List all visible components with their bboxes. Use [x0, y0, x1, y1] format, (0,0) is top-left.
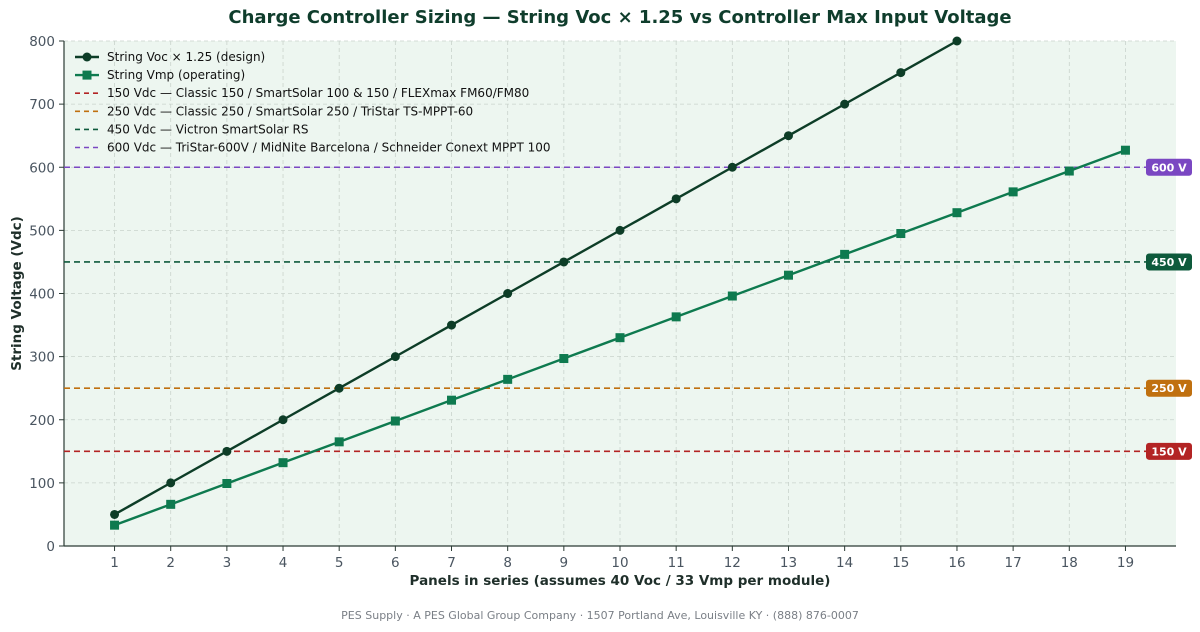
y-axis-label: String Voltage (Vdc) — [9, 216, 25, 371]
threshold-badge-label: 150 V — [1151, 445, 1187, 458]
data-point — [447, 320, 457, 330]
x-tick-label: 18 — [1061, 555, 1078, 571]
x-tick-label: 5 — [335, 555, 344, 571]
data-point — [390, 416, 400, 426]
legend-entry: 250 Vdc — Classic 250 / SmartSolar 250 /… — [107, 104, 473, 118]
y-tick-label: 200 — [29, 413, 55, 429]
x-tick-label: 8 — [503, 555, 512, 571]
legend-entry: 600 Vdc — TriStar-600V / MidNite Barcelo… — [107, 141, 551, 155]
threshold-badges: 150 V 250 V 450 V 600 V — [1146, 158, 1192, 460]
data-point — [840, 99, 850, 109]
data-point — [896, 229, 906, 239]
x-tick-label: 6 — [391, 555, 400, 571]
x-tick-label: 3 — [223, 555, 232, 571]
threshold-badge-label: 450 V — [1151, 256, 1187, 269]
data-point — [671, 312, 681, 322]
data-point — [671, 194, 681, 204]
data-point — [559, 354, 569, 364]
y-tick-label: 600 — [29, 160, 55, 176]
data-point — [727, 291, 737, 301]
y-tick-label: 0 — [46, 539, 55, 555]
threshold-badge-label: 250 V — [1151, 382, 1187, 395]
threshold-badge-600 — [1146, 158, 1192, 176]
data-point — [896, 68, 906, 78]
data-point — [334, 437, 344, 447]
x-tick-label: 16 — [948, 555, 965, 571]
data-point — [783, 270, 793, 280]
data-point — [447, 395, 457, 405]
threshold-badge-250 — [1146, 379, 1192, 397]
x-tick-label: 4 — [279, 555, 288, 571]
x-tick-label: 14 — [836, 555, 853, 571]
data-point — [166, 499, 176, 509]
x-tick-label: 7 — [447, 555, 456, 571]
data-point — [952, 36, 962, 46]
threshold-lines — [64, 166, 1176, 453]
legend-marker — [82, 52, 92, 62]
data-point — [1120, 145, 1130, 155]
data-point — [278, 415, 288, 425]
x-tick-label: 15 — [892, 555, 909, 571]
x-tick-label: 2 — [166, 555, 175, 571]
threshold-badge-450 — [1146, 253, 1192, 271]
x-tick-label: 12 — [724, 555, 741, 571]
footer: PES Supply · A PES Global Group Company … — [341, 609, 859, 622]
x-tick-label: 11 — [668, 555, 685, 571]
y-tick-label: 100 — [29, 476, 55, 492]
y-tick-label: 300 — [29, 350, 55, 366]
data-point — [390, 352, 400, 362]
legend-entry: String Vmp (operating) — [107, 68, 245, 82]
data-point — [615, 333, 625, 343]
x-tick-label: 13 — [780, 555, 797, 571]
data-point — [952, 208, 962, 218]
threshold-badge-150 — [1146, 442, 1192, 460]
series-line-1 — [113, 39, 958, 516]
data-point — [559, 257, 569, 267]
y-tick-label: 500 — [29, 223, 55, 239]
x-axis-label: Panels in series (assumes 40 Voc / 33 Vm… — [410, 573, 831, 589]
x-tick-label: 17 — [1005, 555, 1022, 571]
data-point — [783, 131, 793, 141]
axes: 1 2 3 4 5 6 7 8 9 10 11 12 13 14 15 16 17 18 1901002003004… — [29, 34, 1176, 571]
data-point — [278, 458, 288, 468]
legend-entry: 450 Vdc — Victron SmartSolar RS — [107, 122, 308, 136]
data-point — [1008, 187, 1018, 197]
y-tick-label: 800 — [29, 34, 55, 50]
data-point — [503, 289, 513, 298]
x-tick-label: 9 — [560, 555, 569, 571]
data-point — [222, 479, 232, 489]
legend-entry: String Voc × 1.25 (design) — [107, 50, 265, 64]
y-tick-label: 700 — [29, 97, 55, 113]
legend-entry: 150 Vdc — Classic 150 / SmartSolar 100 &… — [107, 86, 529, 100]
legend: String Voc × 1.25 (design) String Vmp (op… — [75, 50, 551, 155]
x-tick-label: 19 — [1117, 555, 1134, 571]
data-point — [503, 374, 513, 384]
data-point — [727, 162, 737, 172]
y-tick-label: 400 — [29, 287, 55, 303]
chart-title: Charge Controller Sizing — String Voc × … — [228, 7, 1011, 28]
threshold-badge-label: 600 V — [1151, 161, 1187, 174]
data-point — [166, 478, 176, 488]
series — [110, 36, 1130, 530]
data-point — [110, 509, 120, 519]
data-point — [110, 520, 120, 530]
data-point — [222, 446, 232, 456]
data-point — [334, 383, 344, 393]
x-tick-label: 1 — [110, 555, 119, 571]
data-point — [1064, 166, 1074, 176]
legend-marker — [82, 70, 92, 80]
data-point — [615, 225, 625, 235]
x-tick-label: 10 — [611, 555, 628, 571]
data-point — [840, 249, 850, 259]
